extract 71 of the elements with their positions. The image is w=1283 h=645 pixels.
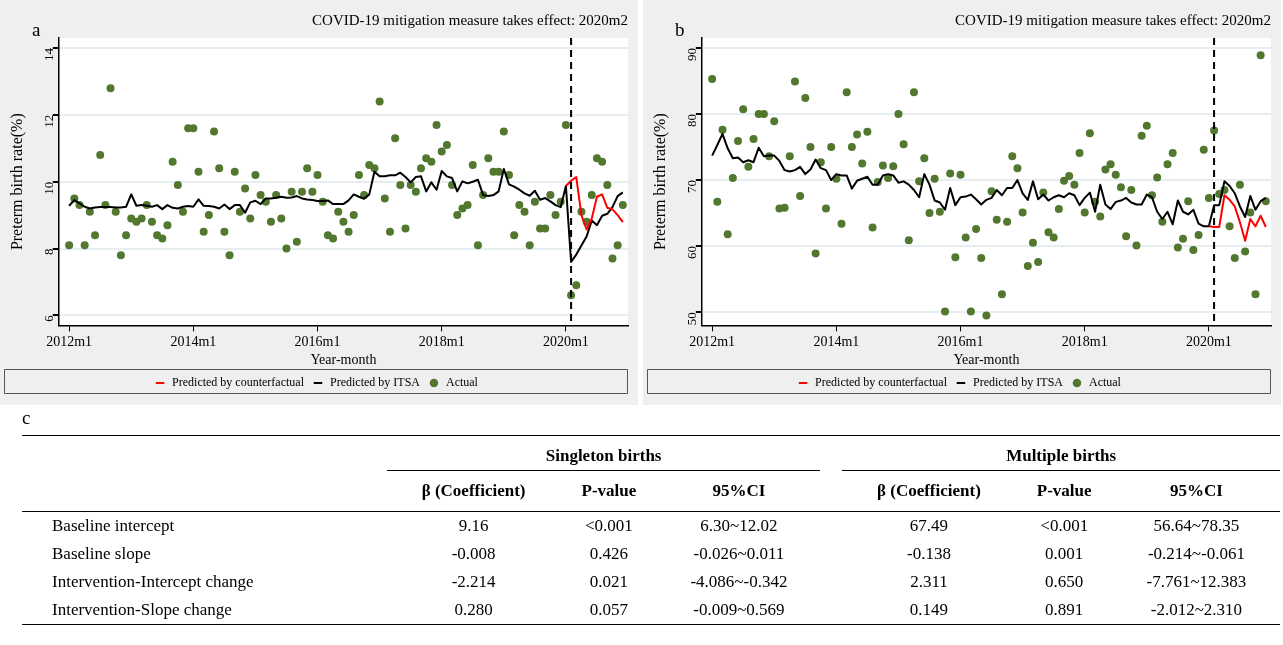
x-tick-label: 2020m1 (542, 334, 589, 350)
x-tick-label: 2018m1 (418, 334, 465, 350)
category-label: Baseline intercept (52, 516, 175, 535)
y-tick-label: 10 (41, 181, 57, 195)
y-axis-title: Preterm birth rate(%) (7, 113, 26, 251)
y-tick-label: 14 (41, 47, 57, 62)
text: 0.021 (589, 572, 629, 591)
y-tick-label: 8 (41, 248, 57, 256)
category-label: P-value (560, 470, 658, 512)
text: -2.012~2.310 (1150, 600, 1243, 619)
category-label: Baseline slope (52, 544, 151, 563)
x-axis-title: Year-month (310, 352, 377, 368)
y-axis-title: Preterm birth rate(%) (650, 113, 669, 251)
text: 0.891 (1045, 600, 1084, 619)
text: 0.650 (1045, 572, 1084, 591)
y-tick-label: 80 (684, 113, 700, 127)
y-tick-label: 60 (684, 246, 700, 260)
text: -4.086~-0.342 (690, 572, 788, 591)
text: a (32, 19, 41, 41)
legend-label: Actual (445, 375, 479, 390)
text: 6.30~12.02 (700, 516, 778, 535)
legend-label: Predicted by counterfactual (172, 375, 305, 390)
text: 0.426 (589, 544, 629, 563)
legend-label: Predicted by ITSA (972, 375, 1064, 390)
legend-label: Predicted by ITSA (329, 375, 421, 390)
x-tick-label: 2020m1 (1185, 334, 1232, 350)
x-tick-label: 2016m1 (294, 334, 341, 350)
y-tick-label: 70 (684, 180, 700, 194)
text: -7.761~12.383 (1146, 572, 1247, 591)
category-label: β (Coefficient) (386, 470, 561, 512)
y-tick-label: 90 (684, 47, 700, 61)
text: 9.16 (458, 516, 489, 535)
y-tick-label: 6 (41, 314, 57, 322)
chart-title: COVID-19 mitigation measure takes effect: 2020m2 (955, 11, 1271, 28)
x-tick-label: 2012m1 (689, 334, 736, 350)
text: 0.280 (454, 600, 493, 619)
category-label: β (Coefficient) (842, 470, 1016, 512)
text: 0.149 (909, 600, 949, 619)
text: -0.026~0.011 (693, 544, 785, 563)
y-tick-label: 12 (41, 114, 57, 128)
chart-title: COVID-19 mitigation measure takes effect: 2020m2 (312, 11, 628, 28)
text: Singleton births (386, 435, 821, 471)
legend-label: Actual (1088, 375, 1122, 390)
x-tick-label: 2016m1 (937, 334, 984, 350)
x-tick-label: 2012m1 (46, 334, 93, 350)
text: -0.008 (451, 544, 496, 563)
x-axis-title: Year-month (953, 352, 1020, 368)
text: 67.49 (909, 516, 949, 535)
x-tick-label: 2018m1 (1061, 334, 1108, 350)
text: c (22, 407, 31, 429)
text: -2.214 (451, 572, 496, 591)
y-tick-label: 50 (684, 312, 700, 326)
text: <0.001 (584, 516, 633, 535)
category-label: P-value (1015, 470, 1113, 512)
text: <0.001 (1040, 516, 1089, 535)
legend-label: Predicted by counterfactual (815, 375, 948, 390)
category-label: Intervention-Intercept change (52, 572, 254, 591)
text: b (675, 19, 685, 41)
text: Multiple births (842, 435, 1280, 471)
text: -0.009~0.569 (693, 600, 785, 619)
text: 0.001 (1045, 544, 1084, 563)
text: 2.311 (910, 572, 948, 591)
text: -0.138 (906, 544, 951, 563)
text: 0.057 (589, 600, 629, 619)
x-tick-label: 2014m1 (170, 334, 217, 350)
category-label: 95%CI (1112, 470, 1280, 512)
category-label: Intervention-Slope change (52, 600, 232, 619)
category-label: 95%CI (657, 470, 821, 512)
text: -0.214~-0.061 (1147, 544, 1245, 563)
text: 56.64~78.35 (1153, 516, 1240, 535)
x-tick-label: 2014m1 (813, 334, 860, 350)
